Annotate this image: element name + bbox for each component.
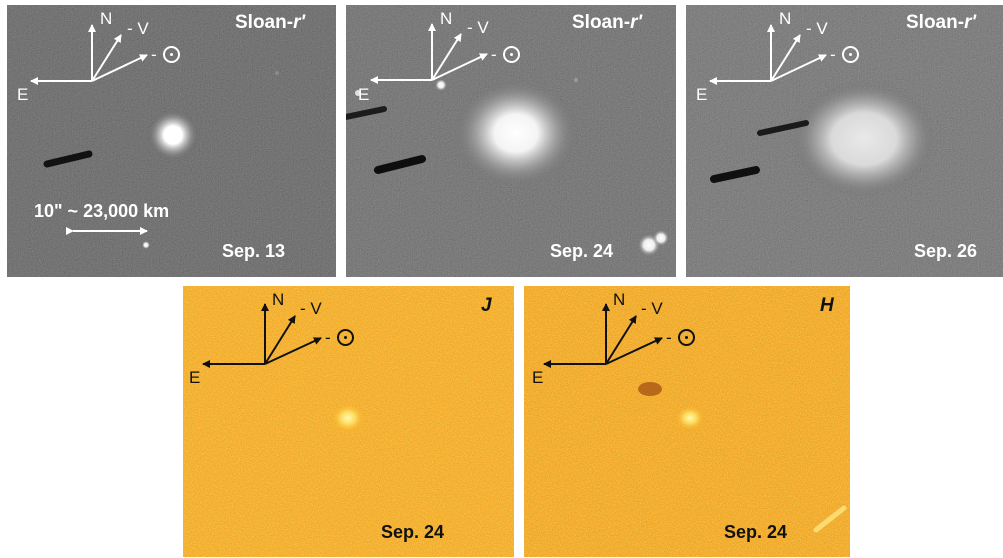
velocity-label: - V xyxy=(806,19,828,38)
image-panel-h-band: N E - V - H Sep. 24 xyxy=(524,286,850,557)
comet-nucleus xyxy=(454,79,578,187)
filter-label: Sloan-r' xyxy=(906,12,976,33)
date-label: Sep. 24 xyxy=(550,241,614,261)
image-panel-j-band: N E - V - J Sep. 24 xyxy=(183,286,514,557)
sun-direction-label: - xyxy=(325,328,355,348)
filter-label: Sloan-r' xyxy=(572,12,642,33)
comet-nucleus xyxy=(332,404,364,432)
date-label: Sep. 26 xyxy=(914,241,978,261)
compass-rose xyxy=(202,303,322,368)
scale-label: 10" ~ 23,000 km xyxy=(34,201,170,221)
comet-nucleus xyxy=(147,109,199,161)
compass-rose xyxy=(543,303,663,368)
date-label: Sep. 24 xyxy=(724,522,788,542)
date-label: Sep. 13 xyxy=(222,241,286,261)
filter-label: Sloan-r' xyxy=(235,12,305,33)
velocity-label: - V xyxy=(127,19,149,38)
sun-icon xyxy=(163,46,181,63)
east-label: E xyxy=(532,368,544,387)
sun-icon xyxy=(678,329,696,346)
date-label: Sep. 24 xyxy=(381,522,445,542)
sun-icon xyxy=(842,46,860,63)
velocity-label: - V xyxy=(467,18,489,37)
sun-icon xyxy=(337,329,355,346)
velocity-label: - V xyxy=(641,299,663,318)
sun-direction-label: - xyxy=(491,45,521,65)
sun-direction-label: - xyxy=(666,328,696,348)
north-label: N xyxy=(440,9,453,28)
east-label: E xyxy=(17,85,29,104)
compass-rose xyxy=(370,23,488,84)
sun-icon xyxy=(503,46,521,63)
east-label: E xyxy=(189,368,201,387)
east-label: E xyxy=(696,85,708,104)
star-trail xyxy=(43,150,93,168)
north-label: N xyxy=(613,290,626,309)
comet-nucleus xyxy=(676,406,704,430)
east-label: E xyxy=(358,85,370,104)
north-label: N xyxy=(779,9,792,28)
comet-nucleus xyxy=(792,81,936,197)
image-panel-sep24-r: N E - V - Sloan-r' Sep. 24 xyxy=(346,5,676,277)
sun-direction-label: - xyxy=(830,45,860,65)
filter-label: H xyxy=(820,295,834,316)
velocity-label: - V xyxy=(300,299,322,318)
image-panel-sep26: N E - V - Sloan-r' Sep. 26 xyxy=(686,5,1003,277)
north-label: N xyxy=(272,290,285,309)
sun-direction-label: - xyxy=(151,45,181,65)
north-label: N xyxy=(100,9,113,28)
image-panel-sep13: N E - V - Sloan-r' 10" ~ 23,000 km Sep. … xyxy=(7,5,336,277)
star-trail xyxy=(374,155,426,174)
compass-rose xyxy=(709,24,827,85)
star-trail xyxy=(710,166,760,183)
compass-rose xyxy=(30,24,148,85)
filter-label: J xyxy=(481,295,492,316)
